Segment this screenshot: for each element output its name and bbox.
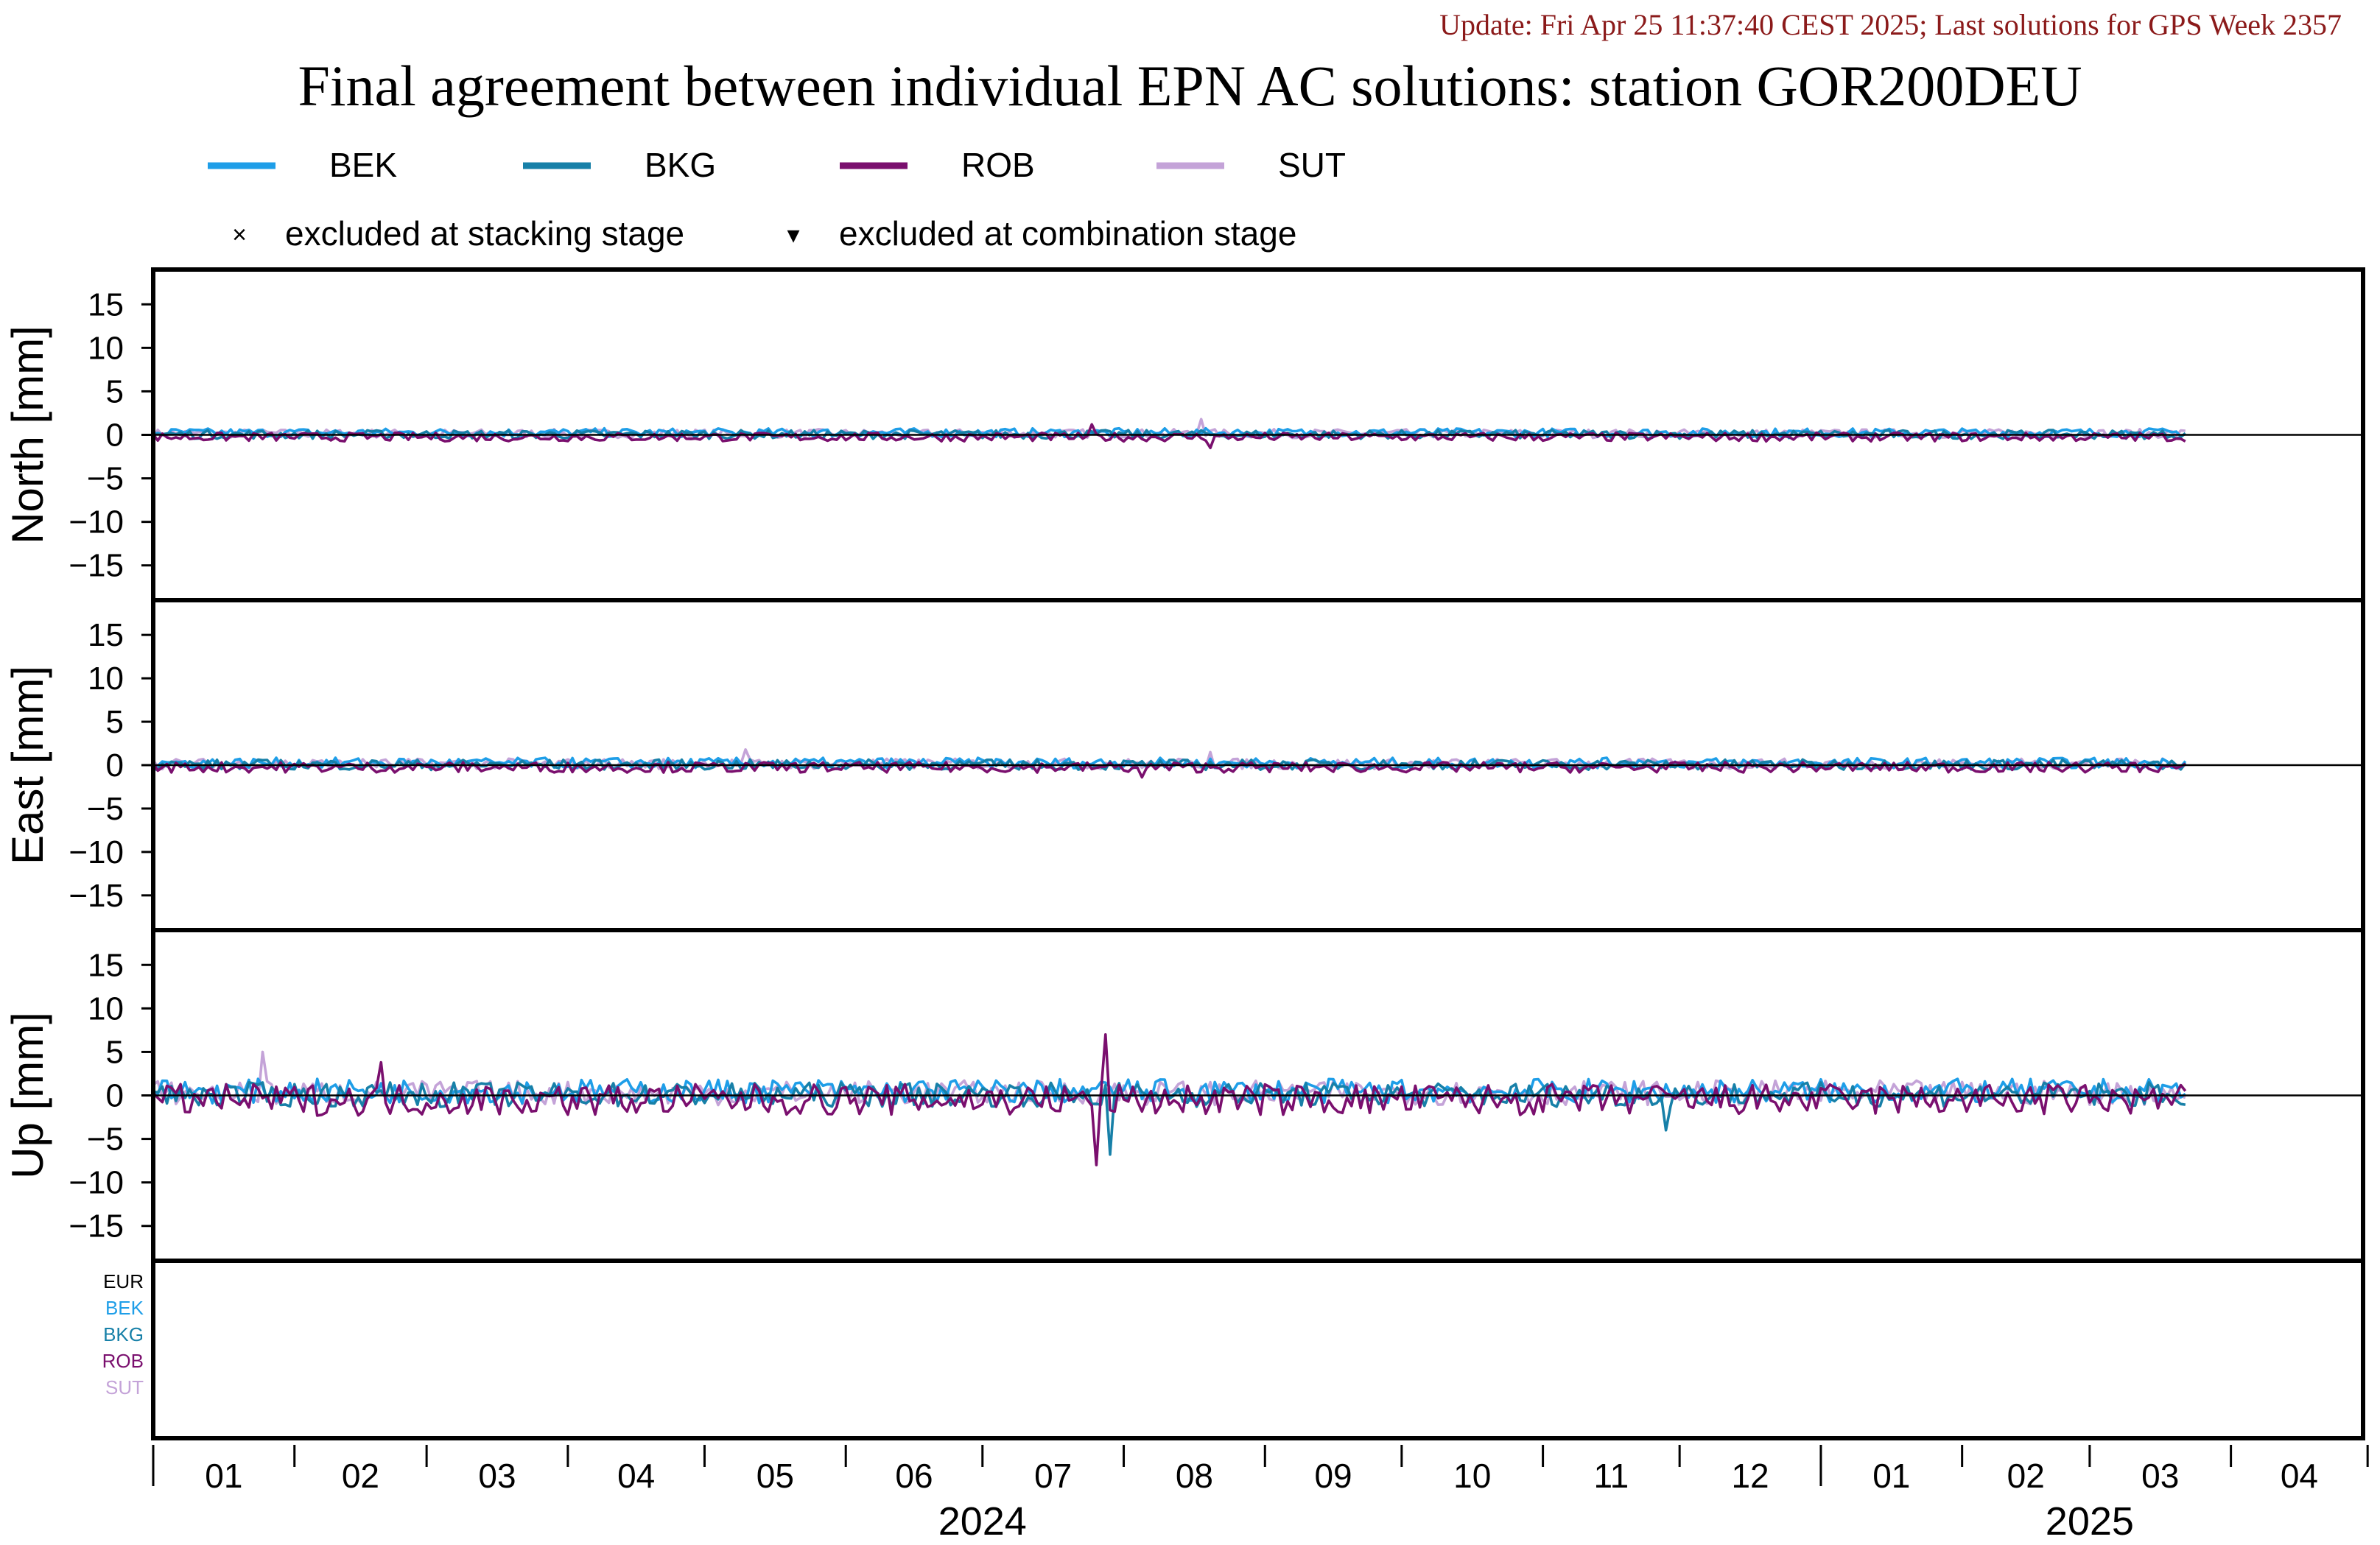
update-timestamp: Update: Fri Apr 25 11:37:40 CEST 2025; L… — [1439, 8, 2342, 41]
legend-label-bek: BEK — [329, 146, 397, 184]
x-month-label: 03 — [478, 1457, 516, 1495]
x-month-label: 04 — [617, 1457, 655, 1495]
y-tick-label: 0 — [106, 1078, 124, 1114]
legend-marker-symbol-2: ▾ — [787, 221, 799, 249]
y-tick-label: 15 — [88, 947, 124, 983]
chart-title: Final agreement between individual EPN A… — [298, 54, 2082, 118]
time-axis: 01 02 03 04 05 06 07 08 09 10 11 12 01 02 03 04 2024 2025 — [152, 1445, 2369, 1544]
x-month-label: 03 — [2141, 1457, 2179, 1495]
x-month-label: 02 — [2007, 1457, 2045, 1495]
legend-label-rob: ROB — [961, 146, 1035, 184]
plot-panels: 15 10 5 0 −5 −10 −15 North [mm] 15 10 5 0 −5 −10 −15 Ea… — [3, 267, 2365, 1440]
y-tick-label: 5 — [106, 1034, 124, 1070]
y-tick-label: −15 — [69, 548, 124, 584]
y-tick-label: 0 — [106, 418, 124, 454]
y-tick-label: 10 — [88, 990, 124, 1027]
y-tick-label: 10 — [88, 661, 124, 697]
x-month-label: 06 — [895, 1457, 933, 1495]
panel-frame — [151, 1259, 2365, 1440]
x-month-label: 10 — [1453, 1457, 1491, 1495]
availability-label-bek: BEK — [105, 1297, 144, 1319]
x-year-label: 2024 — [938, 1499, 1027, 1544]
y-axis-label: Up [mm] — [3, 1012, 52, 1179]
availability-label-sut: SUT — [105, 1376, 144, 1398]
y-tick-label: −15 — [69, 878, 124, 914]
y-tick-label: −15 — [69, 1208, 124, 1245]
availability-label-bkg: BKG — [103, 1323, 144, 1345]
y-tick-label: 15 — [88, 617, 124, 653]
legend-marker-label-1: excluded at stacking stage — [285, 214, 684, 253]
legend-label-bkg: BKG — [645, 146, 716, 184]
availability-label-rob: ROB — [102, 1350, 144, 1372]
x-month-label: 01 — [1872, 1457, 1910, 1495]
availability-label-eur: EUR — [103, 1270, 144, 1292]
y-tick-label: −10 — [69, 834, 124, 870]
x-month-label: 08 — [1176, 1457, 1213, 1495]
y-tick-label: 5 — [106, 373, 124, 409]
x-month-label: 12 — [1731, 1457, 1769, 1495]
x-month-label: 02 — [342, 1457, 379, 1495]
legend-marker-symbol-1: × — [232, 221, 247, 249]
y-axis-label: North [mm] — [3, 325, 52, 544]
x-month-label: 04 — [2281, 1457, 2318, 1495]
x-month-label: 09 — [1314, 1457, 1352, 1495]
panel-solution-availability: EUR BEK BKG ROB SUT — [102, 1259, 2365, 1440]
x-month-label: 11 — [1593, 1457, 1629, 1495]
x-month-label: 01 — [205, 1457, 242, 1495]
y-tick-label: −10 — [69, 504, 124, 541]
legend: BEK BKG ROB SUT × excluded at stacking stage ▾… — [208, 146, 1346, 253]
series-line-rob — [152, 1033, 2187, 1166]
y-tick-label: 0 — [106, 747, 124, 784]
y-tick-label: 15 — [88, 286, 124, 323]
y-tick-label: −5 — [87, 1122, 124, 1158]
y-tick-label: −5 — [87, 791, 124, 827]
x-year-label: 2025 — [2046, 1499, 2134, 1544]
x-month-label: 05 — [757, 1457, 794, 1495]
y-tick-label: 5 — [106, 704, 124, 740]
y-axis-label: East [mm] — [3, 666, 52, 865]
series-line-rob — [152, 423, 2186, 449]
x-month-label: 07 — [1034, 1457, 1072, 1495]
y-tick-label: −5 — [87, 461, 124, 497]
panel-north: 15 10 5 0 −5 −10 −15 North [mm] — [3, 267, 2365, 602]
legend-marker-label-2: excluded at combination stage — [839, 214, 1296, 253]
series-line-bek — [152, 756, 2187, 770]
panel-east: 15 10 5 0 −5 −10 −15 East [mm] — [3, 598, 2365, 932]
legend-label-sut: SUT — [1278, 146, 1346, 184]
y-tick-label: 10 — [88, 330, 124, 366]
panel-up: 15 10 5 0 −5 −10 −15 Up [mm] — [3, 928, 2365, 1263]
y-tick-label: −10 — [69, 1165, 124, 1201]
